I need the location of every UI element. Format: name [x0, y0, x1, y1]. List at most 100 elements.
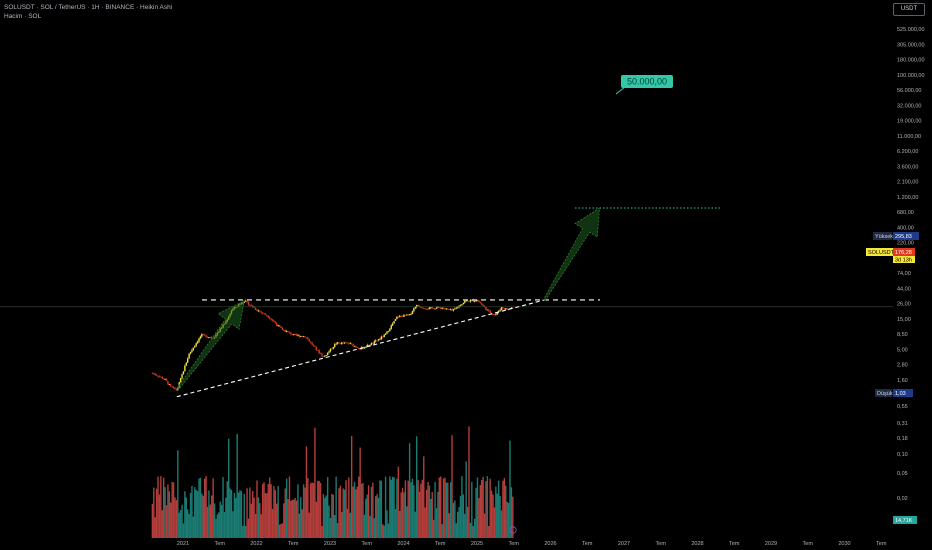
- volume-bar: [493, 507, 496, 538]
- volume-bar: [170, 502, 172, 538]
- price-tick-label: 56.000,00: [897, 88, 921, 94]
- high-tag-value: 295,83: [895, 234, 912, 240]
- price-tick-label: 5,00: [897, 347, 908, 353]
- candle-body: [290, 332, 292, 335]
- volume-bar: [194, 487, 196, 538]
- volume-bar: [188, 514, 190, 538]
- volume-bar: [410, 482, 412, 538]
- candle-body: [309, 341, 312, 343]
- candle-body: [481, 303, 483, 305]
- candle-body: [376, 340, 378, 342]
- candle-body: [454, 308, 456, 310]
- candle-body: [285, 331, 288, 333]
- volume-bar: [192, 516, 195, 538]
- symbol-tag-value: 176,28: [895, 250, 912, 256]
- volume-bar: [191, 485, 193, 538]
- support-trendline: [176, 299, 545, 398]
- candle-body: [338, 342, 340, 344]
- candle-body: [346, 342, 349, 344]
- volume-bar: [308, 512, 310, 538]
- volume-bar: [461, 476, 463, 538]
- volume-bar: [466, 506, 469, 538]
- volume-bar: [179, 510, 182, 538]
- candle-body: [452, 309, 455, 311]
- candle-body: [194, 345, 196, 348]
- volume-bar: [270, 484, 272, 538]
- volume-bar: [189, 493, 192, 538]
- candle-body: [185, 362, 187, 366]
- candle-body: [250, 305, 253, 306]
- candle-body: [363, 347, 366, 349]
- time-tick-label: Tem: [509, 541, 520, 547]
- candle-body: [335, 343, 337, 345]
- candle-body: [203, 334, 206, 336]
- symbol-title[interactable]: SOLUSDT · SOL / TetherUS · 1H · BINANCE …: [4, 4, 173, 11]
- volume-bar: [362, 483, 364, 538]
- volume-tick-label: 0,55: [897, 404, 908, 410]
- projection-arrow-2: [543, 207, 600, 301]
- volume-bar: [334, 515, 336, 538]
- low-tag-value: 1,03: [895, 391, 906, 397]
- volume-indicator-title[interactable]: Hacim · SOL: [4, 13, 42, 20]
- volume-bar: [444, 477, 446, 538]
- candle-body: [394, 318, 397, 321]
- volume-bar: [257, 497, 260, 538]
- price-tick-label: 2.100,00: [897, 180, 918, 186]
- volume-bar: [393, 477, 395, 538]
- time-tick-label: Tem: [435, 541, 446, 547]
- candle-body: [414, 307, 416, 309]
- time-tick-label: 2021: [177, 541, 189, 547]
- candle-body: [317, 349, 319, 351]
- volume-bar: [239, 490, 241, 538]
- price-tick-label: 2,80: [897, 363, 908, 369]
- candle-body: [264, 313, 267, 315]
- volume-bar: [256, 480, 258, 538]
- volume-bar: [430, 498, 432, 538]
- volume-bar: [451, 435, 453, 538]
- volume-bar: [376, 494, 378, 538]
- candle-body: [469, 300, 472, 302]
- volume-bar: [435, 508, 438, 538]
- candle-body: [375, 340, 377, 342]
- volume-bar: [324, 497, 326, 538]
- volume-bar: [307, 477, 309, 538]
- volume-bar: [219, 501, 221, 538]
- candle-body: [456, 307, 459, 309]
- candle-body: [172, 387, 175, 388]
- candle-body: [280, 326, 282, 329]
- candle-body: [300, 336, 302, 337]
- volume-bar: [356, 486, 359, 538]
- volume-bar: [174, 497, 176, 538]
- price-axis: 525.000,00 305.000,00 180.000,00 100.000,00…: [897, 27, 925, 384]
- candle-body: [505, 308, 507, 310]
- candle-body: [270, 318, 272, 320]
- candle-body: [367, 344, 370, 346]
- candle-body: [249, 304, 251, 306]
- volume-bar: [449, 482, 452, 538]
- volume-bar: [431, 492, 433, 538]
- candle-body: [342, 342, 344, 344]
- countdown-value: 3d 13h: [895, 258, 912, 264]
- currency-button[interactable]: USDT: [893, 3, 925, 16]
- volume-bar: [218, 512, 220, 538]
- candle-body: [396, 316, 398, 319]
- price-tick-label: 6.200,00: [897, 149, 918, 155]
- candle-body: [475, 300, 477, 302]
- candle-body: [348, 342, 350, 344]
- volume-bar: [283, 503, 285, 538]
- candle-body: [162, 378, 165, 380]
- candle-body: [424, 308, 426, 310]
- volume-bar: [336, 523, 339, 538]
- candle-body: [435, 307, 438, 309]
- volume-bar: [370, 486, 373, 538]
- candle-body: [438, 306, 441, 308]
- candle-body: [421, 307, 424, 309]
- volume-bar: [345, 480, 347, 538]
- volume-bar: [167, 484, 169, 538]
- candle-body: [305, 337, 308, 339]
- volume-bar: [178, 512, 180, 538]
- candle-body: [211, 337, 213, 339]
- candle-body: [278, 325, 281, 327]
- volume-bar: [222, 477, 224, 538]
